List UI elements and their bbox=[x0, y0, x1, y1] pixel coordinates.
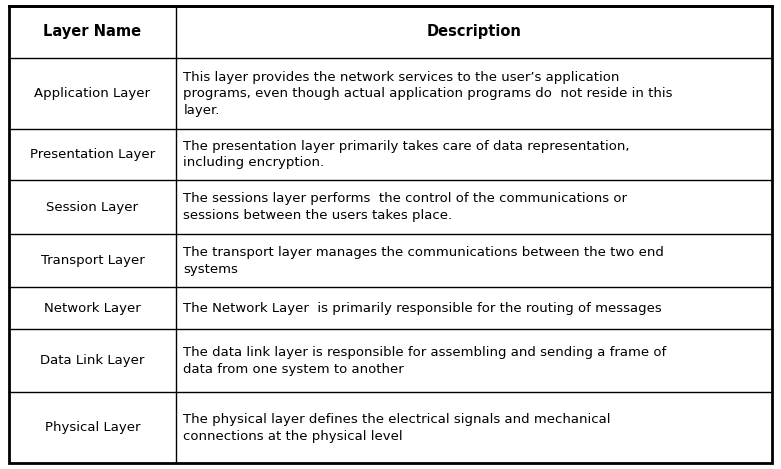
Text: Application Layer: Application Layer bbox=[34, 87, 151, 100]
Text: Physical Layer: Physical Layer bbox=[45, 422, 141, 434]
Text: Transport Layer: Transport Layer bbox=[41, 254, 144, 267]
Text: The transport layer manages the communications between the two end
systems: The transport layer manages the communic… bbox=[184, 246, 664, 276]
Text: Layer Name: Layer Name bbox=[44, 24, 141, 39]
Text: The data link layer is responsible for assembling and sending a frame of
data fr: The data link layer is responsible for a… bbox=[184, 346, 667, 376]
Text: The Network Layer  is primarily responsible for the routing of messages: The Network Layer is primarily responsib… bbox=[184, 302, 662, 315]
Text: This layer provides the network services to the user’s application
programs, eve: This layer provides the network services… bbox=[184, 71, 673, 117]
Text: Description: Description bbox=[426, 24, 521, 39]
Text: The presentation layer primarily takes care of data representation,
including en: The presentation layer primarily takes c… bbox=[184, 140, 629, 169]
Text: The physical layer defines the electrical signals and mechanical
connections at : The physical layer defines the electrica… bbox=[184, 413, 611, 443]
Text: Presentation Layer: Presentation Layer bbox=[30, 148, 155, 161]
Text: Data Link Layer: Data Link Layer bbox=[41, 355, 144, 367]
Text: Session Layer: Session Layer bbox=[46, 201, 138, 213]
Text: Network Layer: Network Layer bbox=[44, 302, 141, 315]
Text: The sessions layer performs  the control of the communications or
sessions betwe: The sessions layer performs the control … bbox=[184, 192, 627, 222]
